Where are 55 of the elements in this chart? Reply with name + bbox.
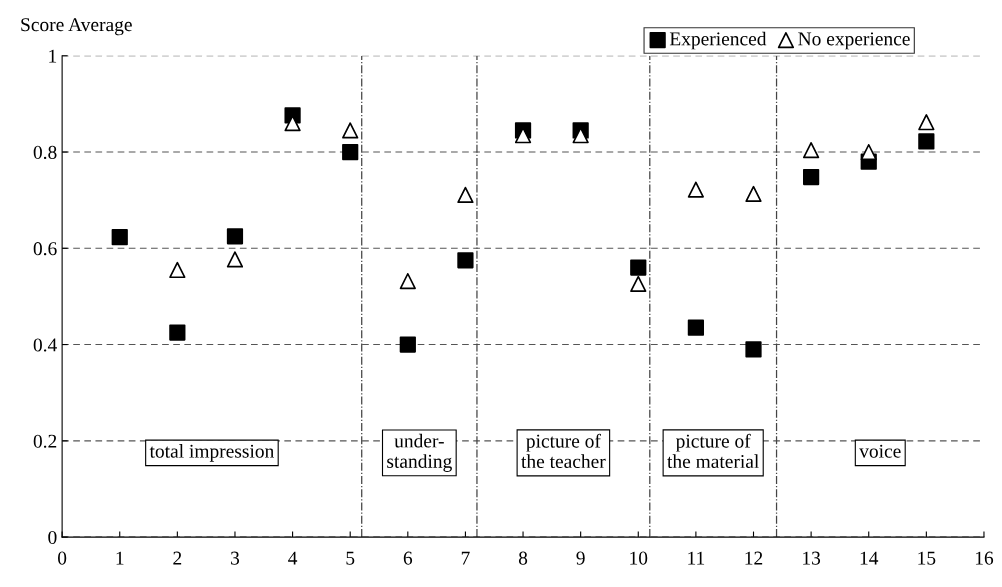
- point: [572, 127, 589, 144]
- point: [457, 252, 474, 269]
- point: [111, 229, 128, 246]
- x-tick-label: 6: [403, 551, 413, 565]
- point: [803, 141, 820, 159]
- point: [745, 185, 762, 203]
- x-tick-label: 5: [346, 551, 355, 565]
- point: [342, 143, 359, 161]
- point: [687, 319, 705, 336]
- y-tick-label: 0.2: [33, 434, 57, 448]
- annotation: under- standing: [387, 433, 452, 472]
- legend-label: No experience: [798, 32, 910, 50]
- x-tick-label: 16: [975, 551, 994, 565]
- x-tick-label: 15: [918, 551, 936, 565]
- x-tick-label: 13: [803, 551, 821, 565]
- y-tick-label: 0: [48, 530, 57, 545]
- point: [169, 324, 186, 341]
- point: [630, 275, 647, 293]
- point: [803, 168, 820, 186]
- annotation: total impression: [149, 444, 275, 462]
- point: [399, 336, 416, 353]
- x-tick-label: 1: [116, 551, 124, 565]
- x-tick-label: 4: [288, 551, 298, 565]
- y-tick-label: 0.4: [33, 338, 57, 352]
- x-tick-label: 3: [231, 551, 240, 565]
- point: [169, 261, 186, 279]
- x-tick-label: 10: [630, 551, 648, 565]
- x-tick-label: 7: [461, 551, 470, 565]
- point: [226, 228, 244, 245]
- point: [860, 143, 877, 161]
- point: [918, 114, 935, 131]
- point: [745, 341, 762, 358]
- y-tick-label: 0.8: [33, 145, 57, 160]
- point: [226, 251, 244, 268]
- point: [342, 122, 359, 139]
- point: [918, 133, 935, 150]
- annotation: picture of the material: [667, 433, 759, 468]
- x-tick-label: 2: [173, 551, 182, 565]
- point: [399, 272, 416, 290]
- x-tick-label: 14: [860, 551, 879, 565]
- x-tick-label: 12: [745, 551, 763, 565]
- point: [687, 181, 705, 198]
- point: [457, 186, 474, 203]
- annotation: picture of the teacher: [521, 433, 606, 468]
- x-tick-label: 8: [518, 551, 528, 565]
- x-tick-label: 9: [576, 551, 585, 565]
- x-tick-label: 11: [688, 551, 705, 565]
- y-tick-label: 1: [49, 49, 57, 63]
- point: [284, 115, 301, 132]
- y-tick-label: 0.6: [33, 242, 57, 256]
- point: [630, 259, 647, 276]
- legend-label: Experienced: [669, 31, 767, 50]
- annotation: voice: [859, 444, 901, 458]
- x-tick-label: 0: [58, 551, 67, 565]
- y-axis-title: Score Average: [21, 18, 132, 36]
